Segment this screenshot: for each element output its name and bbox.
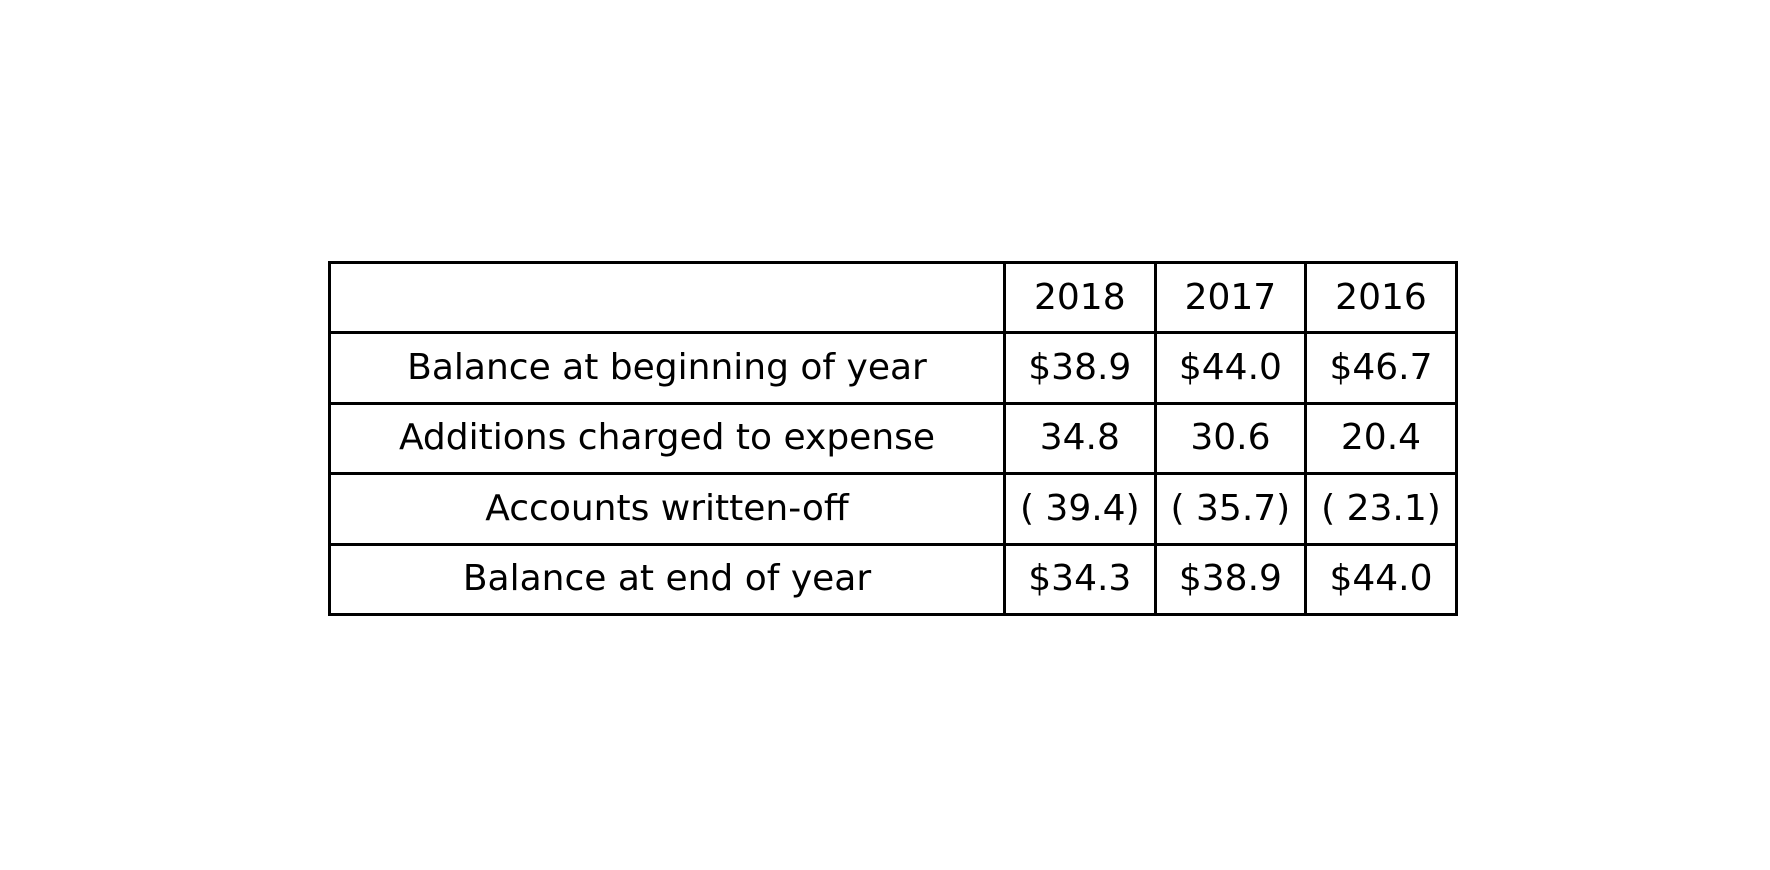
allowance-table: 2018 2017 2016 Balance at beginning of y…	[328, 260, 1458, 617]
table-cell: ( 35.7)	[1153, 472, 1308, 546]
table-row: Additions charged to expense 34.8 30.6 2…	[328, 401, 1458, 476]
table-cell: 34.8	[1003, 401, 1157, 476]
table-cell: $46.7	[1304, 331, 1458, 405]
table-cell: $34.3	[1003, 542, 1157, 617]
row-label-cell: Balance at end of year	[328, 542, 1006, 617]
header-cell	[328, 260, 1006, 335]
table-row: Balance at end of year $34.3 $38.9 $44.0	[328, 542, 1458, 617]
row-label-cell: Balance at beginning of year	[328, 331, 1006, 405]
header-cell: 2018	[1003, 260, 1157, 335]
row-label-cell: Accounts written-off	[328, 472, 1006, 546]
table-cell: $38.9	[1153, 542, 1308, 617]
table-header-row: 2018 2017 2016	[328, 260, 1458, 335]
table-row: Accounts written-off ( 39.4) ( 35.7) ( 2…	[328, 472, 1458, 546]
table-cell: $44.0	[1153, 331, 1308, 405]
table-cell: 20.4	[1304, 401, 1458, 476]
table-cell: $44.0	[1304, 542, 1458, 617]
header-cell: 2016	[1304, 260, 1458, 335]
table-cell: $38.9	[1003, 331, 1157, 405]
row-label-cell: Additions charged to expense	[328, 401, 1006, 476]
table-cell: ( 39.4)	[1003, 472, 1157, 546]
table-row: Balance at beginning of year $38.9 $44.0…	[328, 331, 1458, 405]
header-cell: 2017	[1153, 260, 1308, 335]
table-cell: 30.6	[1153, 401, 1308, 476]
table-cell: ( 23.1)	[1304, 472, 1458, 546]
